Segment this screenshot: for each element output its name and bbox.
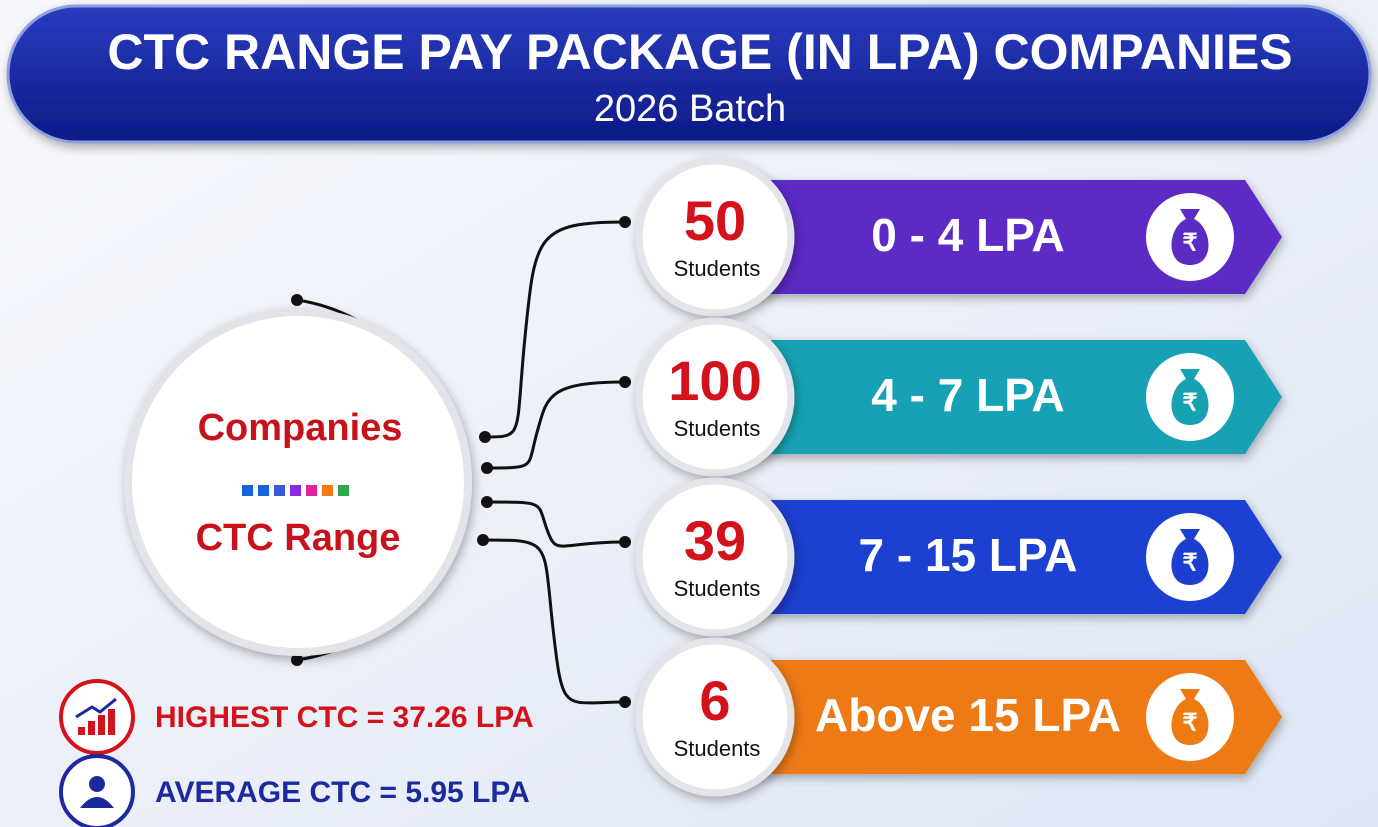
icon-bar <box>98 715 105 735</box>
range-banner <box>740 180 1282 294</box>
icon-bar <box>108 709 115 735</box>
stat-text: AVERAGE CTC = 5.95 LPA <box>155 776 530 809</box>
stat-icon <box>59 679 135 755</box>
money-bag <box>1171 689 1209 745</box>
currency-icon: ₹ <box>1182 389 1197 416</box>
center-text: Companies <box>198 407 403 449</box>
dot <box>619 696 631 708</box>
dot <box>619 376 631 388</box>
center-circle <box>124 308 472 656</box>
currency-icon: ₹ <box>1182 709 1197 736</box>
dot <box>477 534 489 546</box>
dot <box>479 431 491 443</box>
count-unit: Students <box>674 256 761 281</box>
count-circle <box>635 477 795 637</box>
subtitle: 2026 Batch <box>594 88 786 130</box>
icon-person <box>89 776 105 792</box>
money-bag <box>1171 529 1209 585</box>
center-text: CTC Range <box>196 517 401 559</box>
count-circle <box>635 637 795 797</box>
stats: HIGHEST CTC = 37.26 LPA AVERAGE CTC = 5.9… <box>59 679 534 827</box>
currency-icon: ₹ <box>1182 229 1197 256</box>
range-banner <box>740 340 1282 454</box>
count: 6 <box>699 669 730 732</box>
count: 100 <box>668 349 761 412</box>
count-circle <box>635 157 795 317</box>
icon-person <box>80 797 114 808</box>
icon-arrow <box>75 697 117 719</box>
header-banner <box>6 4 1372 144</box>
currency-icon: ₹ <box>1182 549 1197 576</box>
count: 50 <box>684 189 746 252</box>
count: 39 <box>684 509 746 572</box>
range-label: 0 - 4 LPA <box>871 209 1064 261</box>
money-bag <box>1171 209 1209 265</box>
icon-bar <box>88 721 95 735</box>
icon-bar <box>78 727 85 735</box>
range-label: 7 - 15 LPA <box>859 529 1078 581</box>
dot <box>481 462 493 474</box>
connector <box>486 380 626 470</box>
range-label: 4 - 7 LPA <box>871 369 1064 421</box>
ranges: 50 Students 0 - 4 LPA ₹100 Students 4 - 7 LPA… <box>477 157 1282 797</box>
range-label: Above 15 LPA <box>815 689 1121 741</box>
stat-text: HIGHEST CTC = 37.26 LPA <box>155 701 534 734</box>
count-unit: Students <box>674 576 761 601</box>
dot <box>481 496 493 508</box>
count-unit: Students <box>674 416 761 441</box>
money-bag <box>1171 369 1209 425</box>
dot <box>619 536 631 548</box>
range-banner <box>740 500 1282 614</box>
connector <box>482 538 626 705</box>
dot <box>619 216 631 228</box>
count-unit: Students <box>674 736 761 761</box>
dot <box>291 294 303 306</box>
connector <box>484 220 626 439</box>
title: CTC RANGE PAY PACKAGE (IN LPA) COMPANIES <box>107 24 1292 80</box>
count-circle <box>635 317 795 477</box>
range-banner <box>740 660 1282 774</box>
connector <box>486 500 626 548</box>
dot <box>291 654 303 666</box>
color-squares <box>242 485 349 496</box>
